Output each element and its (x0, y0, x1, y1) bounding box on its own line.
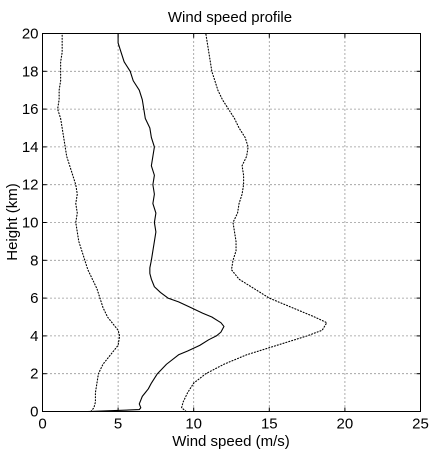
x-tick-label-4: 20 (337, 416, 354, 433)
grid-layer (42, 33, 421, 412)
y-tick-label-10: 20 (22, 26, 39, 43)
y-tick-label-9: 18 (22, 63, 39, 80)
y-tick-label-2: 4 (30, 328, 38, 345)
y-axis-label: Height (km) (4, 183, 21, 261)
x-tick-label-1: 5 (114, 416, 122, 433)
y-tick-label-8: 16 (22, 101, 39, 118)
y-tick-label-1: 2 (30, 366, 38, 383)
y-tick-label-4: 8 (30, 252, 38, 269)
y-tick-label-0: 0 (30, 404, 38, 421)
ticks-layer: 0 5 10 15 20 25 0 2 4 6 8 10 12 14 16 18 20 (22, 26, 429, 433)
series-layer (57, 32, 328, 413)
x-axis-label: Wind speed (m/s) (172, 433, 290, 450)
y-tick-label-6: 12 (22, 177, 39, 194)
x-tick-label-0: 0 (38, 416, 46, 433)
x-tick-label-5: 25 (412, 416, 429, 433)
dotted-series-line-2 (181, 32, 328, 413)
y-tick-label-5: 10 (22, 215, 39, 232)
chart-title: Wind speed profile (168, 9, 292, 26)
x-tick-label-2: 10 (185, 416, 202, 433)
solid-series-line-0 (87, 32, 225, 413)
y-tick-label-3: 6 (30, 290, 38, 307)
x-tick-label-3: 15 (261, 416, 278, 433)
y-tick-label-7: 14 (22, 139, 39, 156)
